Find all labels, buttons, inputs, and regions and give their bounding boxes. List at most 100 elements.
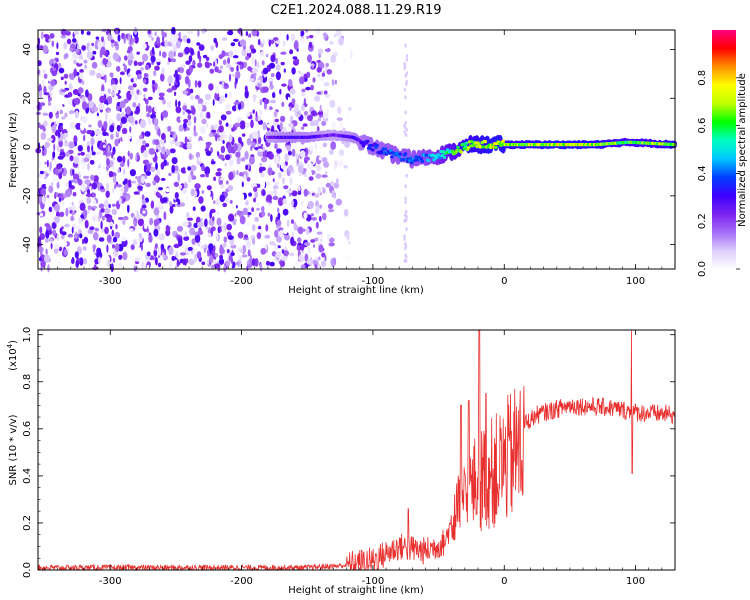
noise-speckle <box>90 137 95 146</box>
noise-speckle <box>251 207 255 213</box>
noise-speckle <box>96 72 102 79</box>
noise-speckle <box>159 50 162 57</box>
noise-speckle <box>51 206 55 212</box>
noise-speckle <box>190 48 195 56</box>
noise-speckle <box>212 216 215 222</box>
noise-speckle <box>318 215 322 222</box>
noise-speckle <box>119 107 122 113</box>
noise-speckle <box>53 215 60 224</box>
noise-speckle <box>257 202 260 206</box>
noise-speckle <box>73 97 81 105</box>
noise-speckle <box>346 109 350 118</box>
noise-speckle <box>307 246 311 254</box>
noise-speckle <box>159 256 164 261</box>
noise-speckle <box>209 210 212 219</box>
noise-speckle <box>90 192 96 198</box>
noise-speckle <box>98 214 101 222</box>
noise-speckle <box>215 171 222 177</box>
noise-speckle <box>138 112 144 117</box>
noise-speckle <box>166 161 169 166</box>
noise-speckle <box>214 123 218 129</box>
noise-speckle <box>100 220 103 230</box>
noise-speckle <box>337 106 342 115</box>
spectrogram-noise <box>35 26 409 273</box>
noise-speckle <box>114 28 119 35</box>
noise-speckle <box>163 211 167 220</box>
snr-x-ticks: -300 -200 -100 0 100 <box>44 330 676 587</box>
noise-speckle <box>250 145 253 151</box>
figure-title: C2E1.2024.088.11.29.R19 <box>270 3 441 18</box>
noise-speckle <box>245 122 250 128</box>
noise-speckle <box>112 164 115 170</box>
noise-speckle <box>109 72 114 78</box>
noise-speckle <box>240 157 246 162</box>
noise-speckle <box>96 112 99 117</box>
noise-speckle <box>194 233 201 243</box>
noise-speckle <box>219 254 224 260</box>
noise-speckle <box>236 210 242 216</box>
noise-speckle <box>188 258 195 266</box>
noise-speckle <box>39 124 44 130</box>
noise-speckle <box>254 258 259 267</box>
noise-speckle <box>158 187 163 191</box>
noise-speckle <box>117 216 125 221</box>
noise-speckle <box>52 67 57 72</box>
noise-speckle <box>116 113 122 122</box>
noise-speckle <box>45 173 49 177</box>
spectrogram-signal <box>265 129 678 169</box>
noise-speckle <box>185 195 189 200</box>
noise-speckle <box>136 74 142 80</box>
noise-speckle <box>274 143 278 150</box>
noise-speckle <box>188 65 193 74</box>
noise-speckle <box>82 116 88 123</box>
noise-speckle <box>42 69 46 74</box>
noise-speckle <box>129 152 134 160</box>
noise-speckle <box>296 111 301 116</box>
noise-speckle <box>270 99 277 104</box>
noise-speckle <box>186 217 194 221</box>
noise-speckle <box>405 173 408 178</box>
noise-speckle <box>270 54 276 63</box>
x-tick-label: -200 <box>230 276 253 287</box>
noise-speckle <box>205 56 210 61</box>
noise-speckle <box>291 231 294 239</box>
noise-speckle <box>115 184 123 188</box>
noise-speckle <box>173 243 180 249</box>
noise-speckle <box>344 139 351 149</box>
noise-speckle <box>211 240 217 245</box>
noise-speckle <box>162 110 169 118</box>
noise-speckle <box>303 212 308 219</box>
noise-speckle <box>153 70 157 77</box>
noise-speckle <box>302 228 306 232</box>
noise-speckle <box>94 106 99 112</box>
noise-speckle <box>244 201 249 205</box>
noise-speckle <box>70 215 74 221</box>
signal-core <box>488 145 493 150</box>
noise-speckle <box>260 166 266 171</box>
noise-speckle <box>403 87 407 92</box>
noise-speckle <box>268 153 274 160</box>
noise-speckle <box>50 242 53 250</box>
noise-speckle <box>215 134 218 142</box>
x-tick-label: -200 <box>230 576 253 587</box>
noise-speckle <box>72 89 79 95</box>
noise-speckle <box>404 73 407 78</box>
noise-speckle <box>150 166 156 173</box>
noise-speckle <box>186 127 190 131</box>
noise-speckle <box>178 184 183 189</box>
noise-speckle <box>135 105 141 115</box>
noise-speckle <box>135 120 138 125</box>
noise-speckle <box>140 66 144 72</box>
noise-speckle <box>157 247 162 256</box>
noise-speckle <box>318 156 323 161</box>
noise-speckle <box>244 150 249 160</box>
noise-speckle <box>102 131 108 137</box>
noise-speckle <box>72 192 77 197</box>
noise-speckle <box>135 176 138 180</box>
noise-speckle <box>121 127 128 135</box>
noise-speckle <box>185 109 191 113</box>
signal-core <box>426 159 431 163</box>
noise-speckle <box>259 162 263 167</box>
noise-speckle <box>254 216 259 222</box>
